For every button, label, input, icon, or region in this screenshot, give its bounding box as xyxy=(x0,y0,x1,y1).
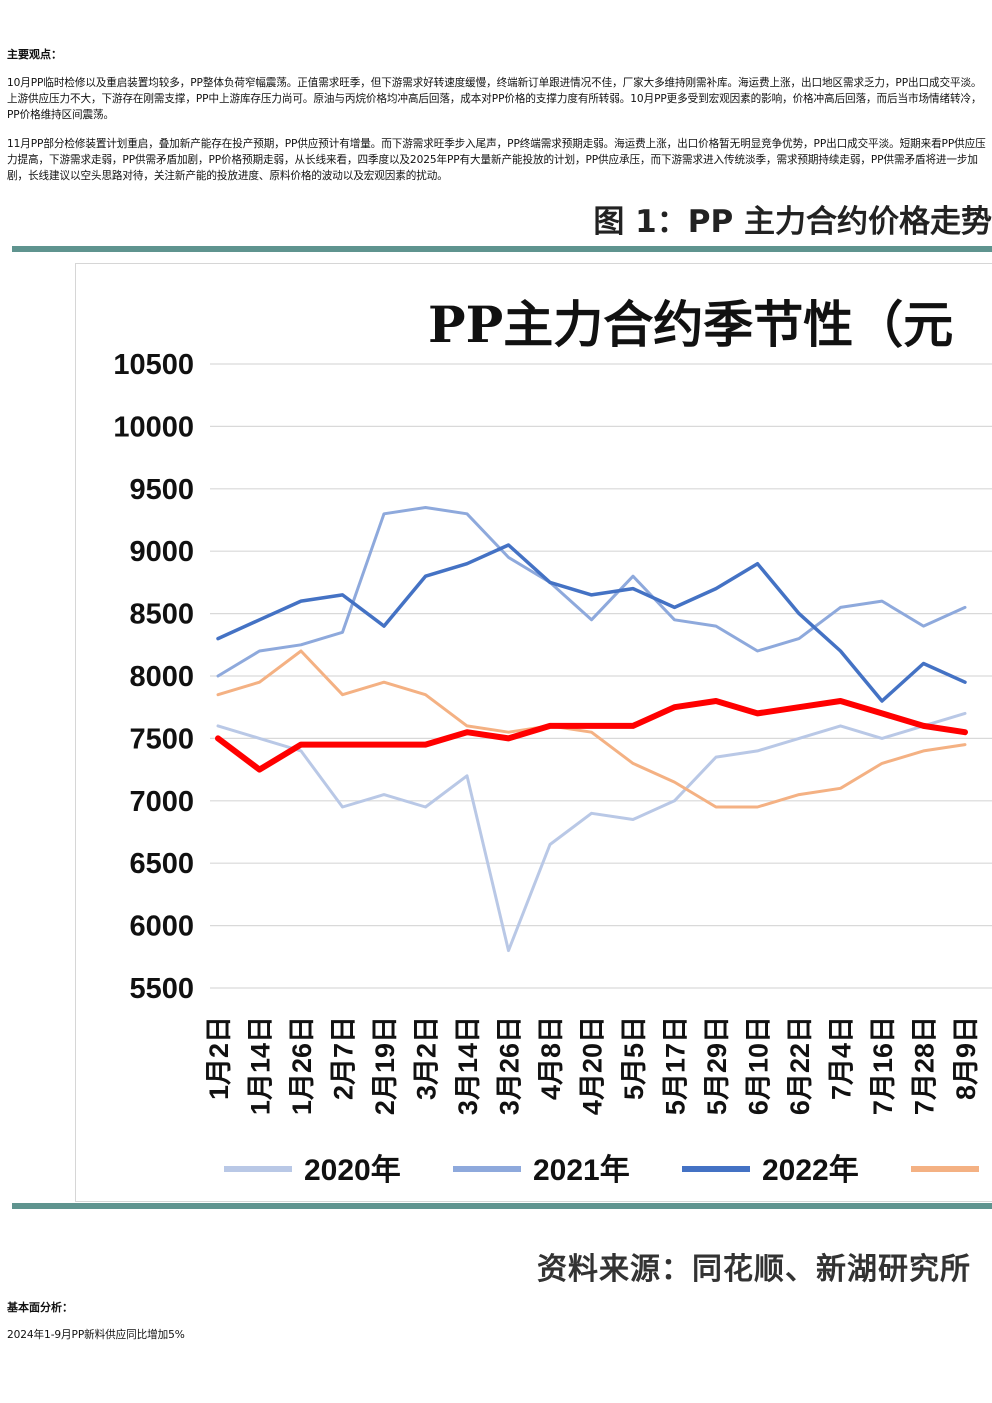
y-tick-label: 10000 xyxy=(113,411,194,443)
x-tick-label: 6月22日 xyxy=(785,1016,815,1115)
legend-label: 2020年 xyxy=(304,1154,401,1187)
legend-label: 2022年 xyxy=(762,1154,859,1187)
fundamentals-heading: 基本面分析： xyxy=(7,1301,73,1314)
series-line-1 xyxy=(216,506,967,678)
x-tick-label: 4月8日 xyxy=(536,1016,566,1100)
x-tick-label: 3月2日 xyxy=(412,1016,442,1100)
price-seasonality-chart: PP主力合约季节性（元 10500 10000 9500 9000 8500 8000 75… xyxy=(113,295,992,1187)
y-tick-label: 10500 xyxy=(113,349,194,381)
legend-label: 2021年 xyxy=(533,1154,630,1187)
x-tick-label: 5月17日 xyxy=(661,1016,691,1115)
top-divider xyxy=(12,246,992,252)
y-tick-label: 7000 xyxy=(129,786,194,818)
fundamentals-line: 2024年1-9月PP新料供应同比增加5% xyxy=(7,1329,185,1341)
y-tick-label: 8000 xyxy=(129,661,194,693)
y-tick-label: 7500 xyxy=(129,723,194,755)
y-tick-label: 6000 xyxy=(129,911,194,943)
chart-title: PP主力合约季节性（元 xyxy=(428,295,953,354)
y-tick-label: 6500 xyxy=(129,848,194,880)
x-tick-label: 4月20日 xyxy=(578,1016,608,1115)
x-tick-label: 2月19日 xyxy=(370,1016,400,1115)
x-tick-label: 5月29日 xyxy=(702,1016,732,1115)
x-tick-label: 6月10日 xyxy=(744,1016,774,1115)
series-line-2 xyxy=(216,543,967,703)
x-tick-label: 7月4日 xyxy=(827,1016,857,1100)
y-tick-label: 9500 xyxy=(129,474,194,506)
y-tick-label: 5500 xyxy=(129,973,194,1005)
x-tick-label: 7月16日 xyxy=(868,1016,898,1115)
y-tick-label: 8500 xyxy=(129,599,194,631)
bottom-divider xyxy=(12,1203,992,1209)
x-tick-label: 2月7日 xyxy=(329,1016,359,1100)
main-points-paragraph-2: 11月PP部分检修装置计划重启，叠加新产能存在投产预期，PP供应预计有增量。而下… xyxy=(7,138,986,182)
main-points-heading: 主要观点： xyxy=(7,48,62,61)
main-points-paragraph-1: 10月PP临时检修以及重启装置均较多，PP整体负荷窄幅震荡。正值需求旺季，但下游… xyxy=(7,77,982,121)
series-line-0 xyxy=(216,711,967,953)
x-tick-label: 7月28日 xyxy=(910,1016,940,1115)
data-source: 资料来源：同花顺、新湖研究所 xyxy=(537,1252,971,1287)
x-tick-label: 8月9日 xyxy=(951,1016,981,1100)
series-line-4 xyxy=(215,698,968,773)
x-tick-label: 1月2日 xyxy=(204,1016,234,1100)
chart-frame: PP主力合约季节性（元 10500 10000 9500 9000 8500 8000 75… xyxy=(75,263,992,1202)
figure-caption: 图 1：PP 主力合约价格走势 xyxy=(593,204,992,240)
x-tick-label: 1月14日 xyxy=(246,1016,276,1115)
x-tick-label: 3月14日 xyxy=(453,1016,483,1115)
x-tick-label: 5月5日 xyxy=(619,1016,649,1100)
x-tick-label: 3月26日 xyxy=(495,1016,525,1115)
x-tick-label: 1月26日 xyxy=(287,1016,317,1115)
y-tick-label: 9000 xyxy=(129,536,194,568)
